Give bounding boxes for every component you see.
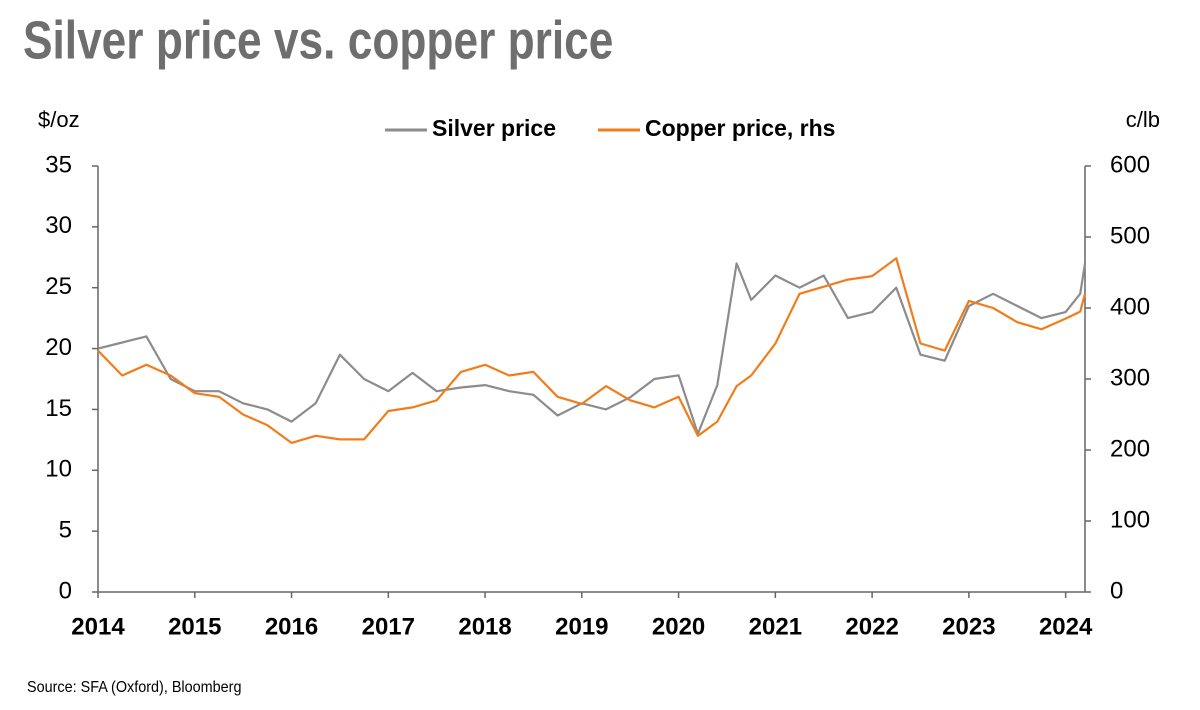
y-tick-label: 0 bbox=[59, 577, 72, 604]
y-axis-label: $/oz bbox=[38, 107, 80, 132]
legend-label: Silver price bbox=[432, 115, 556, 141]
y2-tick-label: 200 bbox=[1110, 435, 1150, 462]
y-tick-label: 20 bbox=[45, 334, 72, 361]
x-tick-label: 2021 bbox=[749, 613, 802, 640]
series-line bbox=[97, 257, 1087, 444]
y-tick-label: 10 bbox=[45, 456, 72, 483]
y-tick-label: 30 bbox=[45, 212, 72, 239]
y2-tick-label: 300 bbox=[1110, 364, 1150, 391]
legend-label: Copper price, rhs bbox=[645, 115, 835, 141]
series-line bbox=[97, 262, 1087, 435]
y2-tick-label: 500 bbox=[1110, 222, 1150, 249]
y2-tick-label: 0 bbox=[1110, 577, 1123, 604]
y2-tick-label: 600 bbox=[1110, 151, 1150, 178]
x-tick-label: 2016 bbox=[265, 613, 318, 640]
x-tick-label: 2015 bbox=[168, 613, 221, 640]
x-tick-label: 2014 bbox=[71, 613, 125, 640]
y2-axis-label: c/lb bbox=[1126, 107, 1160, 132]
y2-tick-label: 100 bbox=[1110, 506, 1150, 533]
x-tick-label: 2024 bbox=[1039, 613, 1093, 640]
y-tick-label: 5 bbox=[59, 516, 72, 543]
y-tick-label: 15 bbox=[45, 395, 72, 422]
chart-title: Silver price vs. copper price bbox=[23, 10, 613, 70]
y-tick-label: 35 bbox=[45, 151, 72, 178]
y2-tick-label: 400 bbox=[1110, 293, 1150, 320]
x-tick-label: 2022 bbox=[845, 613, 898, 640]
y-tick-label: 25 bbox=[45, 273, 72, 300]
x-tick-label: 2018 bbox=[458, 613, 511, 640]
x-tick-label: 2017 bbox=[362, 613, 415, 640]
x-tick-label: 2023 bbox=[942, 613, 995, 640]
x-tick-label: 2019 bbox=[555, 613, 608, 640]
source-note: Source: SFA (Oxford), Bloomberg bbox=[27, 679, 241, 697]
x-tick-label: 2020 bbox=[652, 613, 705, 640]
